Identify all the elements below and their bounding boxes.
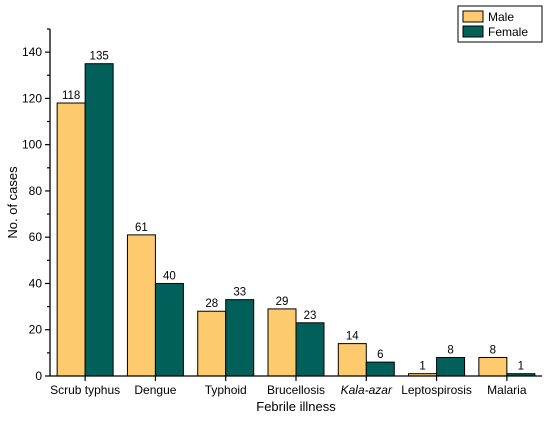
data-label-male-4: 14 xyxy=(346,331,359,343)
bar-male-4 xyxy=(337,343,367,377)
y-tick-label-40: 40 xyxy=(29,276,43,290)
y-tick-label-60: 60 xyxy=(29,230,43,244)
data-label-female-5: 8 xyxy=(447,344,453,356)
bar-female-1 xyxy=(154,282,184,377)
data-label-male-5: 1 xyxy=(419,361,425,373)
bar-female-2 xyxy=(225,299,255,377)
data-label-male-3: 29 xyxy=(276,296,289,308)
y-tick-label-120: 120 xyxy=(22,91,42,105)
bar-female-0 xyxy=(84,63,114,377)
y-tick-label-80: 80 xyxy=(29,184,43,198)
x-axis-title: Febrile illness xyxy=(256,399,336,414)
bar-male-3 xyxy=(267,308,297,377)
data-label-female-2: 33 xyxy=(233,287,246,299)
bar-female-4 xyxy=(365,361,395,377)
data-label-female-4: 6 xyxy=(377,349,383,361)
bar-female-3 xyxy=(295,322,325,377)
data-label-female-0: 135 xyxy=(90,51,109,63)
x-tick-label-5: Leptospirosis xyxy=(401,383,472,397)
bar-male-2 xyxy=(197,310,227,377)
legend-swatch-female xyxy=(462,25,484,38)
data-label-female-3: 23 xyxy=(304,310,317,322)
data-label-male-0: 118 xyxy=(62,90,80,102)
legend-swatch-male xyxy=(462,10,484,23)
legend-label-female: Female xyxy=(488,25,528,39)
y-tick-label-20: 20 xyxy=(29,323,43,337)
bar-male-0 xyxy=(56,102,86,377)
data-label-female-1: 40 xyxy=(163,270,176,282)
legend-label-male: Male xyxy=(488,10,514,24)
data-label-male-1: 61 xyxy=(135,222,148,234)
x-tick-label-0: Scrub typhus xyxy=(50,383,120,397)
y-tick-label-0: 0 xyxy=(35,369,42,383)
legend: Male Female xyxy=(457,5,543,43)
x-tick-label-4: Kala-azar xyxy=(341,383,393,397)
x-tick-label-6: Malaria xyxy=(487,383,527,397)
data-label-male-6: 8 xyxy=(490,344,496,356)
data-label-male-2: 28 xyxy=(205,298,218,310)
y-axis-title: No. of cases xyxy=(5,166,20,239)
x-tick-label-1: Dengue xyxy=(134,383,176,397)
bar-female-5 xyxy=(436,356,466,377)
data-label-female-6: 1 xyxy=(518,361,524,373)
bars-layer xyxy=(56,63,536,377)
bar-male-1 xyxy=(126,234,156,377)
x-tick-label-2: Typhoid xyxy=(205,383,247,397)
y-tick-label-140: 140 xyxy=(22,45,42,59)
bar-male-6 xyxy=(478,356,508,377)
x-tick-label-3: Brucellosis xyxy=(267,383,325,397)
y-tick-label-100: 100 xyxy=(22,138,42,152)
